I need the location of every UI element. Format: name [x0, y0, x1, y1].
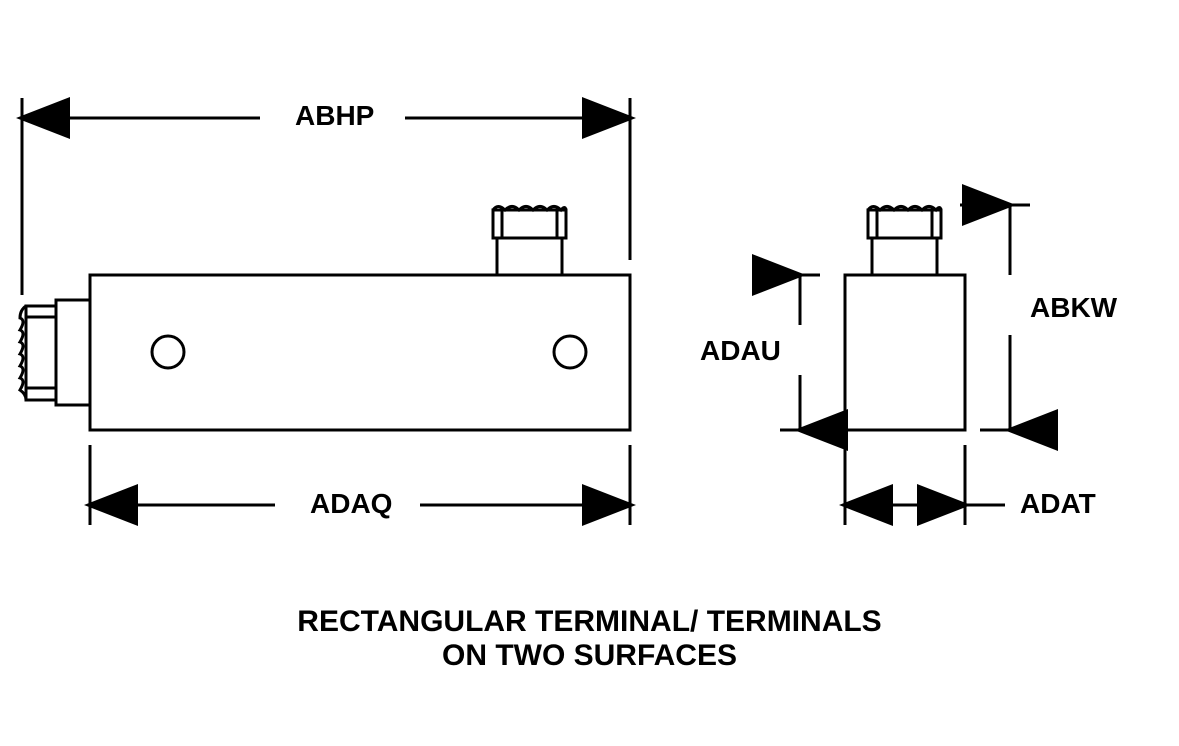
dim-adat — [845, 445, 1005, 525]
diagram-title: RECTANGULAR TERMINAL/ TERMINALS ON TWO S… — [0, 605, 1179, 673]
label-abhp: ABHP — [295, 100, 374, 132]
side-body — [845, 275, 965, 430]
title-line-1: RECTANGULAR TERMINAL/ TERMINALS — [297, 605, 881, 638]
label-abkw: ABKW — [1030, 292, 1117, 324]
front-body — [90, 275, 630, 430]
dim-adau — [780, 275, 820, 430]
title-line-2: ON TWO SURFACES — [442, 639, 737, 672]
side-top-terminal-icon — [868, 207, 941, 276]
mounting-hole — [554, 336, 586, 368]
front-top-terminal-icon — [493, 207, 566, 276]
label-adau: ADAU — [700, 335, 781, 367]
label-adat: ADAT — [1020, 488, 1096, 520]
dim-abkw — [960, 205, 1030, 430]
mounting-hole — [152, 336, 184, 368]
left-terminal-icon — [20, 300, 90, 405]
label-adaq: ADAQ — [310, 488, 392, 520]
